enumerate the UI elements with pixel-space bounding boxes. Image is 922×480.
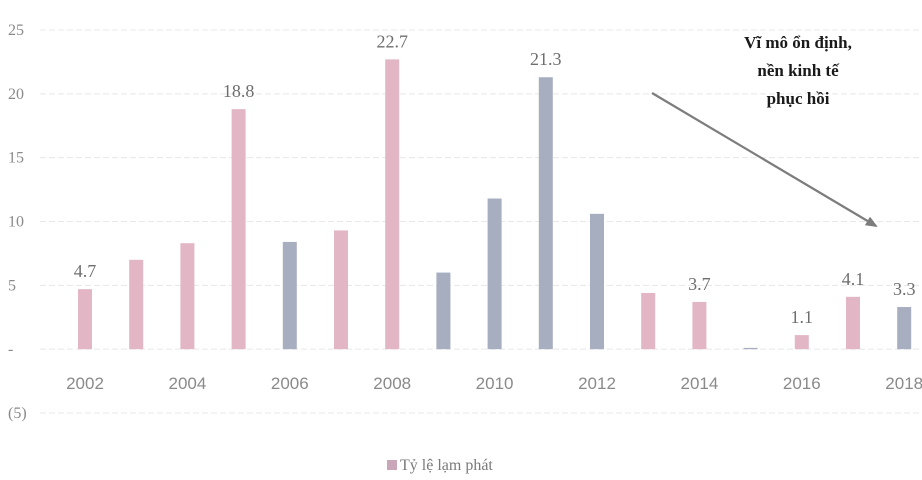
data-label: 22.7: [376, 31, 408, 51]
bars: [78, 59, 912, 350]
data-label: 3.7: [688, 274, 711, 294]
y-tick-label: 10: [8, 214, 24, 231]
bar-2011: [538, 77, 553, 350]
data-labels: 4.7 18.8 22.7 21.3 3.7 1.1 4.1 3.3: [74, 31, 916, 327]
y-tick-label: 15: [8, 150, 24, 167]
x-tick-label: 2012: [578, 374, 616, 393]
annotation-line-1: Vĩ mô ổn định,: [744, 33, 852, 52]
x-tick-label: 2018: [885, 374, 922, 393]
gridlines: [40, 29, 922, 414]
bar-2005: [231, 109, 246, 350]
bar-2014: [692, 301, 707, 350]
data-label: 18.8: [223, 81, 255, 101]
y-tick-label: 5: [8, 277, 16, 294]
bar-2010: [487, 198, 502, 350]
bar-2002: [78, 289, 92, 350]
data-label: 4.7: [74, 261, 97, 281]
x-tick-label: 2014: [680, 374, 718, 393]
annotation-arrow: [651, 92, 878, 228]
annotation-line-2: nền kinh tế: [757, 61, 840, 80]
bar-2006: [282, 241, 297, 350]
y-tick-label: (5): [8, 405, 27, 422]
y-tick-label: 20: [8, 86, 24, 103]
legend: Tỷ lệ lạm phát: [387, 457, 493, 474]
x-tick-label: 2006: [271, 374, 309, 393]
bar-2016: [794, 335, 809, 350]
legend-label: Tỷ lệ lạm phát: [400, 457, 493, 474]
annotation: Vĩ mô ổn định, nền kinh tế phục hồi: [651, 33, 878, 228]
y-tick-label: 25: [8, 22, 24, 39]
x-tick-label: 2010: [476, 374, 514, 393]
data-label: 3.3: [893, 279, 916, 299]
x-tick-label: 2002: [66, 374, 104, 393]
data-label: 4.1: [842, 269, 865, 289]
y-tick-label: -: [8, 341, 13, 358]
annotation-line-3: phục hồi: [767, 89, 830, 108]
bar-2013: [641, 292, 656, 350]
x-tick-label: 2004: [168, 374, 206, 393]
x-tick-label: 2008: [373, 374, 411, 393]
data-label: 1.1: [791, 307, 814, 327]
bar-2009: [436, 272, 451, 350]
bar-2003: [129, 259, 144, 350]
bar-2017: [846, 296, 860, 350]
x-axis-ticks: 2002 2004 2006 2008 2010 2012 2014 2016 2018: [66, 374, 922, 393]
bar-2004: [180, 243, 195, 350]
x-tick-label: 2016: [783, 374, 821, 393]
bar-2007: [334, 230, 348, 350]
legend-swatch: [387, 460, 397, 470]
y-axis-ticks: 25 20 15 10 5 - (5): [8, 22, 27, 422]
data-label: 21.3: [530, 49, 562, 69]
bar-2008: [385, 59, 400, 350]
bar-2012: [590, 213, 604, 350]
bar-2018: [897, 307, 912, 350]
bar-2015: [743, 347, 758, 350]
